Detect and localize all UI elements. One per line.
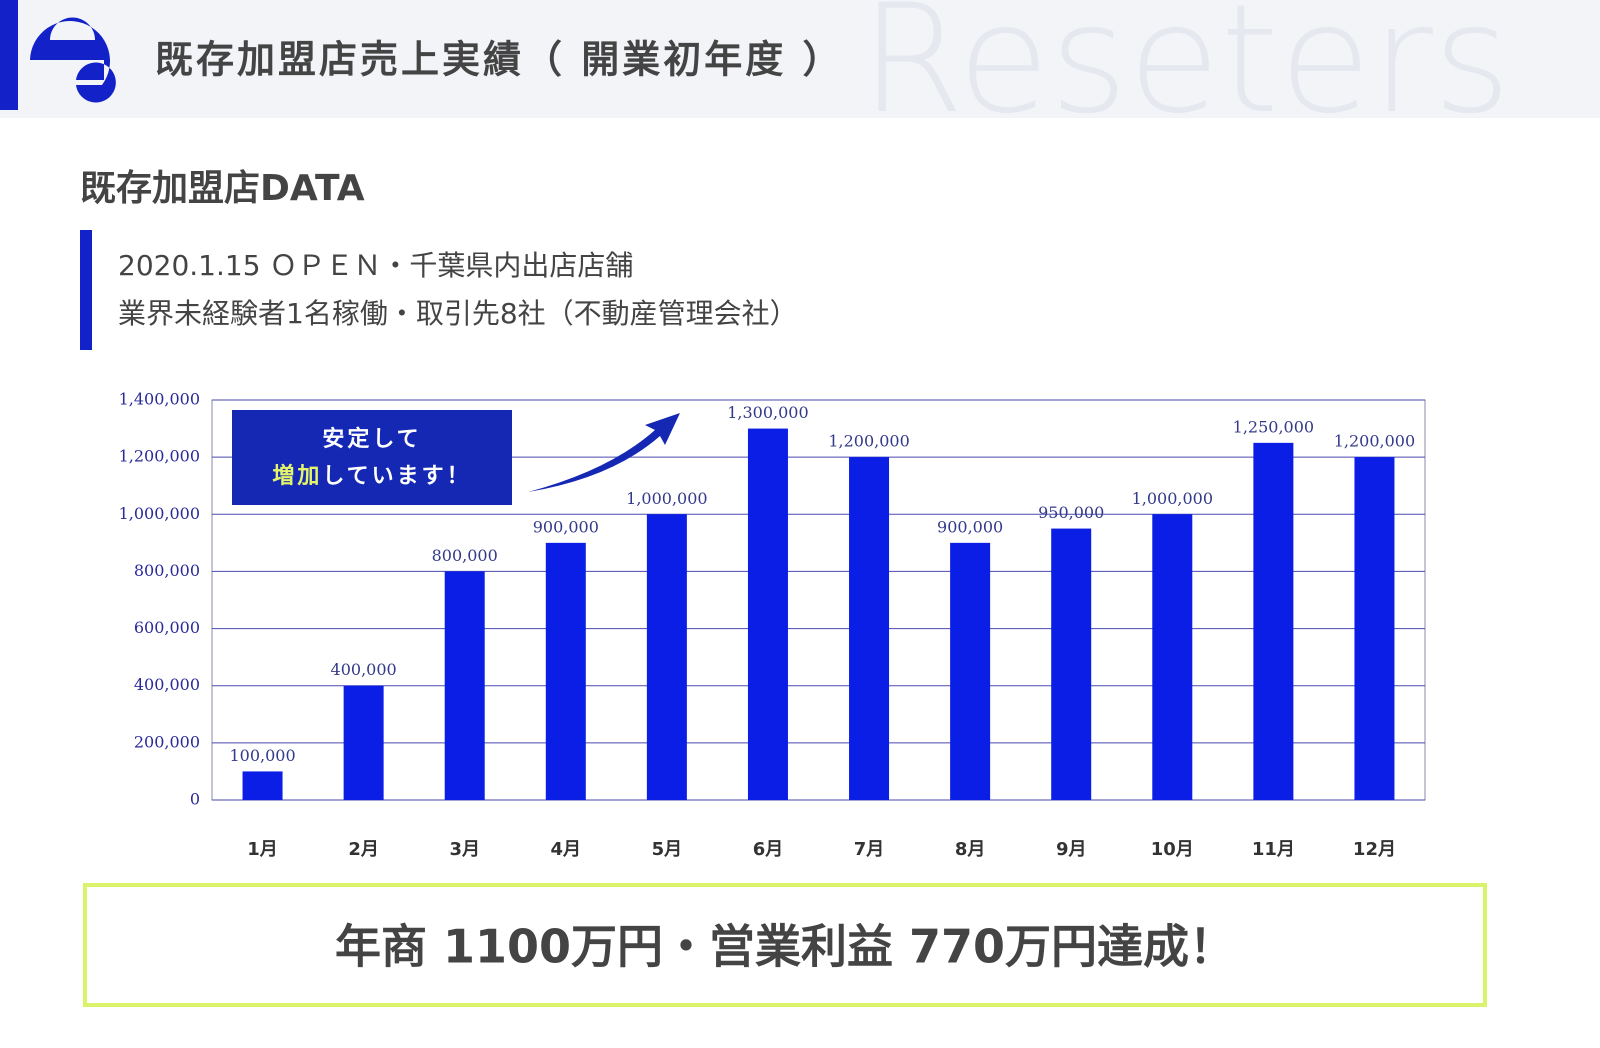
value-label: 1,000,000 [1132,489,1213,508]
value-label: 400,000 [331,660,397,679]
header-band [0,0,1600,118]
value-label: 1,000,000 [626,489,707,508]
bar [545,542,586,800]
bar [1354,457,1395,800]
bar [343,685,384,800]
x-tick-label: 12月 [1353,839,1396,860]
watermark: Reseters [860,0,1511,147]
x-tick-label: 6月 [753,839,784,860]
value-label: 950,000 [1038,503,1104,522]
value-label: 1,200,000 [1334,432,1415,451]
x-tick-label: 7月 [854,839,885,860]
bar [242,771,283,800]
x-tick-label: 5月 [652,839,683,860]
info-line: 業界未経験者1名稼働・取引先8社（不動産管理会社） [118,297,798,330]
value-label: 900,000 [937,517,1003,536]
x-tick-label: 2月 [348,839,379,860]
x-tick-label: 11月 [1252,839,1295,860]
value-label: 1,200,000 [828,432,909,451]
annotation-line: 増加しています！ [272,463,471,489]
logo [0,0,116,110]
x-tick-label: 3月 [449,839,480,860]
y-tick-label: 800,000 [134,561,200,580]
trend-arrow [528,413,680,492]
bar [950,542,991,800]
accent-bar [80,230,92,350]
value-label: 900,000 [533,517,599,536]
annotation-rest: しています！ [322,464,471,489]
y-tick-label: 0 [190,790,200,809]
bar [1152,514,1193,800]
value-label: 1,250,000 [1233,417,1314,436]
section-title: 既存加盟店DATA [80,168,365,209]
value-label: 100,000 [229,746,295,765]
y-tick-label: 400,000 [134,675,200,694]
summary-box [83,883,1487,1007]
y-tick-label: 1,200,000 [119,447,200,466]
x-tick-label: 9月 [1056,839,1087,860]
annotation-line: 安定して [322,426,421,452]
x-tick-label: 8月 [955,839,986,860]
bar [1253,442,1294,800]
summary-text: 年商 1100万円・営業利益 770万円達成！ [335,920,1235,974]
value-label: 800,000 [432,546,498,565]
y-tick-label: 1,400,000 [119,390,200,409]
annotation-highlight: 増加 [272,463,322,489]
bar [444,571,485,800]
bar [646,514,687,800]
x-tick-label: 10月 [1151,839,1194,860]
bar [1051,528,1092,800]
header-title: 既存加盟店売上実績（ 開業初年度 ） [155,38,843,82]
value-label: 1,300,000 [727,403,808,422]
bar [849,457,890,800]
x-tick-label: 1月 [247,839,278,860]
y-tick-label: 1,000,000 [119,504,200,523]
y-tick-label: 200,000 [134,732,200,751]
x-tick-label: 4月 [551,839,582,860]
bar [747,428,788,800]
info-line: 2020.1.15 ＯＰＥＮ・千葉県内出店店舗 [118,249,633,282]
annotation-box [232,410,512,505]
y-tick-label: 600,000 [134,618,200,637]
